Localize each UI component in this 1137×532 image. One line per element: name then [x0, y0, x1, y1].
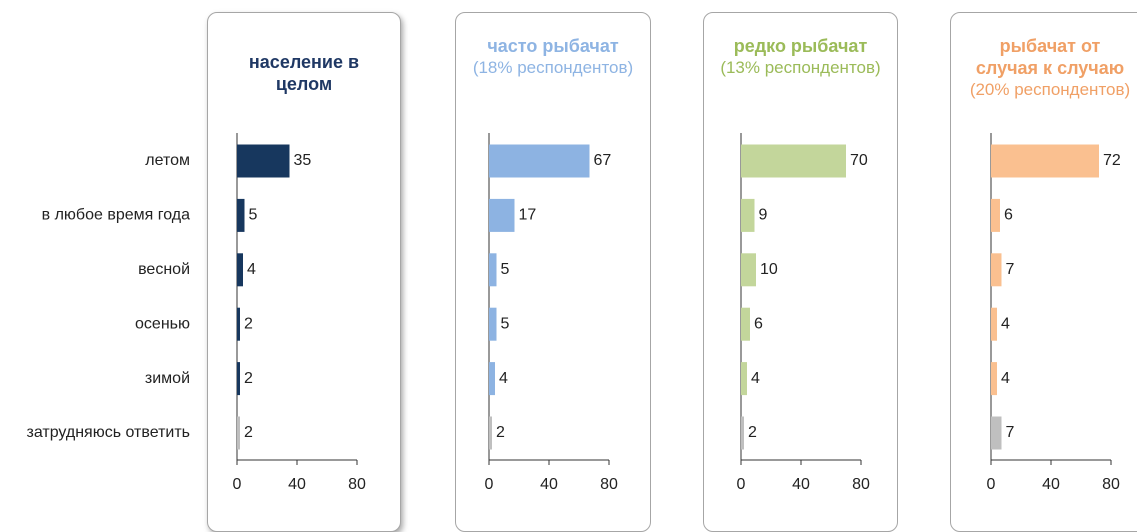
bar: [991, 198, 1000, 232]
x-tick-label: 40: [540, 476, 558, 493]
x-tick-label: 0: [987, 476, 996, 493]
value-label: 5: [249, 207, 258, 224]
bar: [741, 253, 756, 287]
value-label: 4: [751, 370, 760, 387]
value-label: 2: [244, 315, 253, 332]
value-label: 5: [501, 261, 510, 278]
category-label: весной: [138, 261, 190, 278]
category-label: зимой: [145, 370, 190, 387]
panel-subtitle: (20% респондентов): [969, 80, 1131, 99]
value-label: 7: [1006, 261, 1015, 278]
panel-title: население в целом: [248, 52, 360, 94]
bar: [991, 253, 1002, 287]
chart: летом в любое время года весной осенью зимой…: [26, 133, 1121, 493]
value-label: 70: [850, 152, 868, 169]
bar: [741, 416, 744, 450]
panel: рыбачат от случая к случаю (20% респонден…: [950, 12, 1137, 532]
bar: [741, 307, 750, 341]
x-tick-label: 0: [485, 476, 494, 493]
value-label: 5: [501, 315, 510, 332]
panel: часто рыбачат (18% респондентов): [455, 12, 651, 532]
bar: [741, 362, 747, 396]
panel-subtitle: (13% респондентов): [720, 58, 881, 77]
bar: [991, 144, 1099, 178]
value-label: 35: [294, 152, 312, 169]
value-label: 2: [496, 424, 505, 441]
bar: [741, 198, 755, 232]
bar: [741, 144, 846, 178]
panel-title: редко рыбачат: [733, 36, 868, 56]
panel-title: рыбачат от случая к случаю: [975, 36, 1125, 78]
category-label: осенью: [135, 315, 190, 332]
bar: [237, 198, 245, 232]
value-label: 2: [244, 424, 253, 441]
value-label: 7: [1006, 424, 1015, 441]
bar: [489, 144, 590, 178]
bar: [237, 416, 240, 450]
value-label: 4: [1001, 370, 1010, 387]
x-tick-label: 40: [792, 476, 810, 493]
bar: [489, 253, 497, 287]
x-tick-label: 0: [233, 476, 242, 493]
x-tick-label: 80: [600, 476, 618, 493]
value-label: 17: [519, 207, 537, 224]
value-label: 67: [594, 152, 612, 169]
bar: [991, 362, 997, 396]
panel-subtitle: (18% респондентов): [472, 58, 634, 77]
x-tick-label: 80: [348, 476, 366, 493]
x-tick-label: 80: [852, 476, 870, 493]
value-label: 4: [1001, 315, 1010, 332]
bar: [237, 144, 290, 178]
category-label: летом: [145, 152, 190, 169]
category-label: затрудняюсь ответить: [26, 424, 190, 441]
value-label: 72: [1103, 152, 1121, 169]
bar: [489, 416, 492, 450]
bar: [237, 307, 240, 341]
bar: [991, 307, 997, 341]
panel: редко рыбачат (13% респондентов): [703, 12, 898, 532]
bar: [489, 362, 495, 396]
value-label: 10: [760, 261, 778, 278]
bar: [489, 307, 497, 341]
value-label: 2: [748, 424, 757, 441]
value-label: 4: [499, 370, 508, 387]
page: население в целом часто рыбачат (18% респ…: [26, 12, 1137, 532]
bar: [237, 253, 243, 287]
panel-title: часто рыбачат: [487, 36, 619, 56]
bar: [237, 362, 240, 396]
value-label: 2: [244, 370, 253, 387]
x-tick-label: 0: [737, 476, 746, 493]
value-label: 9: [759, 207, 768, 224]
value-label: 6: [754, 315, 763, 332]
bar: [489, 198, 515, 232]
bar: [991, 416, 1002, 450]
x-tick-label: 40: [1042, 476, 1060, 493]
x-tick-label: 40: [288, 476, 306, 493]
value-label: 4: [247, 261, 256, 278]
value-label: 6: [1004, 207, 1013, 224]
x-tick-label: 80: [1102, 476, 1120, 493]
category-label: в любое время года: [42, 207, 190, 224]
